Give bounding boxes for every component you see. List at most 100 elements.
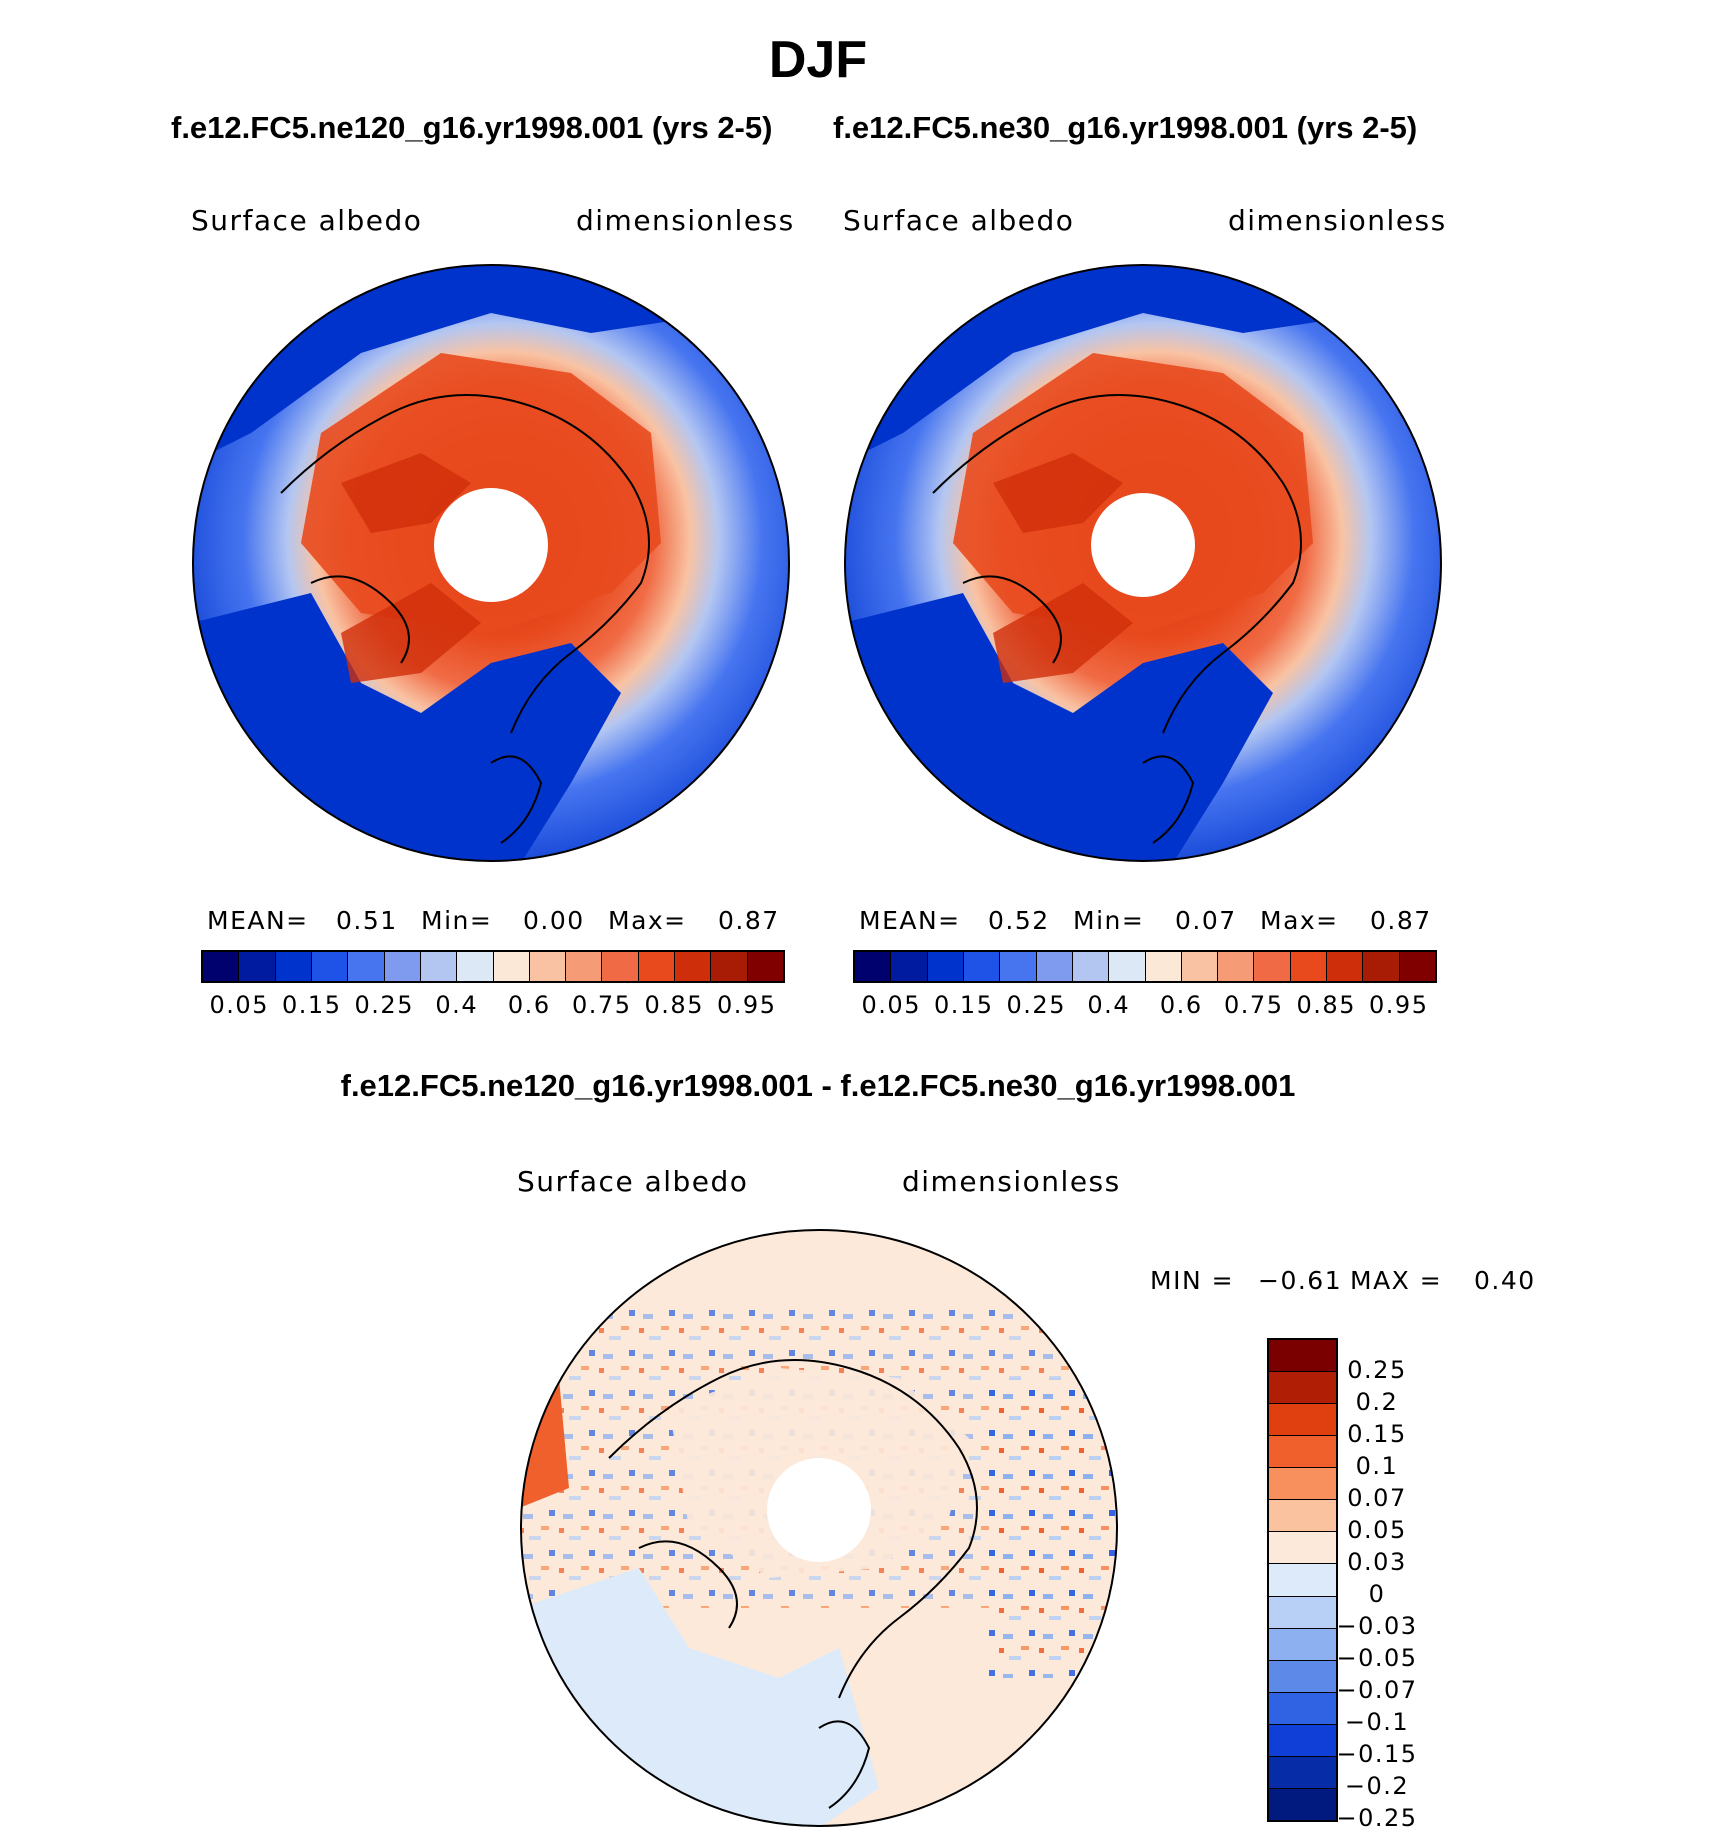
difference-colorbar-tick-label: 0.07 <box>1347 1484 1407 1512</box>
difference-title: f.e12.FC5.ne120_g16.yr1998.001 - f.e12.F… <box>340 1068 1296 1103</box>
panel-a-colorbar-swatch <box>383 952 420 981</box>
coastlines <box>932 394 1302 844</box>
difference-colorbar-swatch <box>1269 1499 1336 1532</box>
difference-units-label: dimensionless <box>902 1165 1121 1198</box>
panel-a-colorbar-tick-label: 0.85 <box>644 991 704 1019</box>
difference-colorbar-swatch <box>1269 1435 1336 1468</box>
panel-a-colorbar-swatch <box>565 952 602 981</box>
panel-b-colorbar-swatch <box>962 952 1000 981</box>
difference-colorbar <box>1267 1338 1338 1822</box>
map-border <box>192 264 790 862</box>
map-border <box>520 1229 1118 1827</box>
panel-a-colorbar-tick-label: 0.05 <box>209 991 269 1019</box>
panel-b-colorbar-swatch <box>1326 952 1363 981</box>
panel-a-colorbar-tick-label: 0.25 <box>354 991 414 1019</box>
panel-b-max-value: 0.87 <box>1370 906 1432 935</box>
map-border <box>844 264 1442 862</box>
panel-b-colorbar-swatch <box>855 952 891 981</box>
difference-min-value: −0.61 <box>1258 1266 1343 1295</box>
difference-colorbar-tick-label: −0.15 <box>1336 1740 1418 1768</box>
polar-hole <box>1091 493 1195 597</box>
difference-colorbar-swatch <box>1269 1627 1336 1660</box>
panel-a-colorbar-swatch <box>310 952 348 981</box>
difference-colorbar-swatch <box>1269 1340 1336 1372</box>
difference-colorbar-swatch <box>1269 1755 1336 1788</box>
figure-title: DJF <box>768 31 868 89</box>
panel-b-colorbar-tick-label: 0.6 <box>1159 991 1203 1019</box>
panel-a-colorbar-swatch <box>274 952 311 981</box>
coastlines <box>608 1359 978 1809</box>
difference-colorbar-tick-label: −0.07 <box>1336 1676 1418 1704</box>
panel-a-variable-label: Surface albedo <box>191 204 423 237</box>
panel-b-variable-label: Surface albedo <box>843 204 1075 237</box>
arctic-land-region <box>953 353 1313 633</box>
panel-a-colorbar-swatch <box>601 952 638 981</box>
difference-colorbar-swatch <box>1269 1723 1336 1756</box>
panel-b-min-value: 0.07 <box>1175 906 1237 935</box>
panel-a-max-label: Max= <box>608 906 687 935</box>
panel-a-colorbar-tick-label: 0.6 <box>507 991 551 1019</box>
panel-b-colorbar-tick-label: 0.4 <box>1087 991 1131 1019</box>
panel-b-max-label: Max= <box>1260 906 1339 935</box>
panel-a-colorbar-swatch <box>419 952 457 981</box>
panel-b-units-label: dimensionless <box>1228 204 1447 237</box>
difference-colorbar-tick-label: −0.05 <box>1336 1644 1418 1672</box>
panel-a-mean-value: 0.51 <box>336 906 398 935</box>
panel-a-colorbar-swatch <box>710 952 747 981</box>
panel-b-colorbar-tick-label: 0.75 <box>1224 991 1284 1019</box>
difference-colorbar-tick-label: 0.2 <box>1355 1388 1399 1416</box>
difference-variable-label: Surface albedo <box>517 1165 749 1198</box>
panel-b-colorbar-swatch <box>926 952 963 981</box>
panel-a-colorbar-ticks: 0.05 0.15 0.25 0.4 0.6 0.75 0.85 0.95 <box>203 991 783 1021</box>
panel-b-colorbar-swatch <box>1180 952 1218 981</box>
difference-colorbar-tick-label: 0.25 <box>1347 1356 1407 1384</box>
panel-b-colorbar-swatch <box>1108 952 1145 981</box>
panel-b-mean-label: MEAN= <box>859 906 961 935</box>
panel-b-colorbar-swatch <box>1398 952 1435 981</box>
difference-colorbar-tick-label: −0.25 <box>1336 1804 1418 1832</box>
panel-b-colorbar-swatch <box>890 952 927 981</box>
panel-a-colorbar <box>201 950 785 983</box>
panel-a-colorbar-tick-label: 0.4 <box>435 991 479 1019</box>
difference-colorbar-tick-label: 0 <box>1368 1580 1386 1608</box>
difference-colorbar-tick-label: −0.1 <box>1344 1708 1410 1736</box>
difference-min-label: MIN = <box>1150 1266 1235 1295</box>
panel-a-mean-label: MEAN= <box>207 906 309 935</box>
difference-colorbar-swatch <box>1269 1371 1336 1404</box>
panel-a-colorbar-swatch <box>238 952 275 981</box>
siberia-region <box>993 453 1123 533</box>
panel-b-colorbar-tick-label: 0.15 <box>934 991 994 1019</box>
panel-b-colorbar-tick-label: 0.85 <box>1296 991 1356 1019</box>
panel-b-colorbar-swatch <box>1289 952 1327 981</box>
panel-a-units-label: dimensionless <box>576 204 795 237</box>
panel-b-colorbar-swatch <box>1071 952 1109 981</box>
difference-max-value: 0.40 <box>1474 1266 1536 1295</box>
panel-b-case-title: f.e12.FC5.ne30_g16.yr1998.001 (yrs 2-5) <box>833 110 1418 145</box>
difference-colorbar-swatch <box>1269 1595 1336 1628</box>
panel-b-colorbar-swatch <box>1035 952 1072 981</box>
polar-hole <box>767 1458 871 1562</box>
difference-colorbar-swatch <box>1269 1403 1336 1436</box>
panel-b-polar-map <box>844 264 1442 862</box>
coastlines <box>280 394 650 844</box>
difference-colorbar-swatch <box>1269 1659 1336 1692</box>
polar-hole <box>434 488 548 602</box>
panel-b-mean-value: 0.52 <box>988 906 1050 935</box>
panel-a-colorbar-swatch <box>528 952 566 981</box>
panel-a-colorbar-tick-label: 0.95 <box>717 991 777 1019</box>
panel-a-colorbar-swatch <box>637 952 675 981</box>
panel-b-colorbar-swatch <box>1217 952 1254 981</box>
eurasia-difference <box>989 1378 1117 1678</box>
panel-b-colorbar-swatch <box>1253 952 1290 981</box>
panel-a-min-label: Min= <box>421 906 493 935</box>
panel-b-colorbar-tick-label: 0.95 <box>1369 991 1429 1019</box>
panel-a-colorbar-tick-label: 0.15 <box>282 991 342 1019</box>
difference-colorbar-swatch <box>1269 1787 1336 1820</box>
difference-colorbar-swatch <box>1269 1691 1336 1724</box>
panel-a-colorbar-swatch <box>674 952 711 981</box>
difference-colorbar-swatch <box>1269 1467 1336 1500</box>
panel-b-min-label: Min= <box>1073 906 1145 935</box>
difference-polar-map <box>520 1229 1118 1827</box>
difference-colorbar-tick-label: 0.05 <box>1347 1516 1407 1544</box>
